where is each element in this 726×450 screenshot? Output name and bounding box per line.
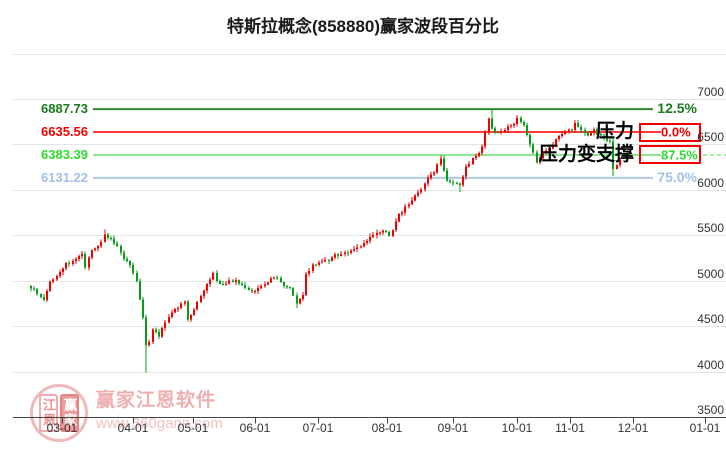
logo-seal-left: 江恩 [39,394,58,432]
watermark: 江恩 赢家 赢家江恩软件 www.360gann.com [30,384,223,442]
level-lines-layer [93,108,726,179]
watermark-url: www.360gann.com [96,415,223,432]
x-axis [13,417,726,424]
candles-layer [30,109,621,373]
watermark-text: 赢家江恩软件 www.360gann.com [96,384,223,442]
winner-gann-logo-icon: 江恩 赢家 [30,384,88,442]
watermark-brand: 赢家江恩软件 [96,390,217,411]
logo-seal-right: 赢家 [60,394,79,432]
grid-layer [13,54,726,373]
page-title: 特斯拉概念(858880)赢家波段百分比 [226,17,500,36]
